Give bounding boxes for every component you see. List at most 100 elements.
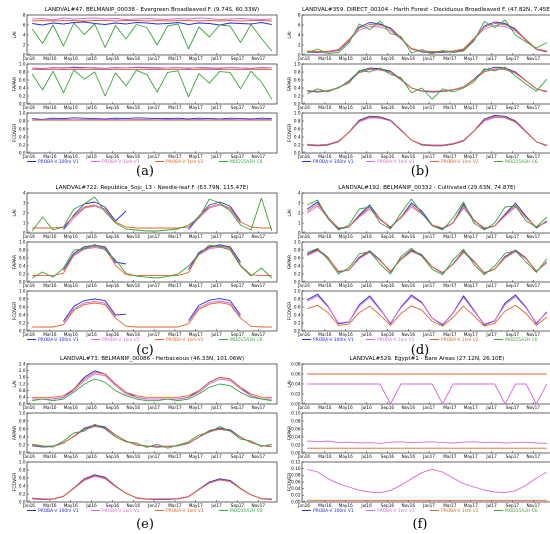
y-tick-label: 0.2 — [19, 271, 26, 276]
y-tick-label: 0.8 — [294, 69, 301, 74]
x-tick-label: Jul16 — [360, 332, 372, 337]
y-tick-label: 0.0 — [294, 101, 301, 106]
series-line-mod15a2h-c6 — [307, 247, 548, 276]
x-tick-label: Jul17 — [210, 105, 222, 110]
x-tick-label: Sep17 — [231, 503, 245, 508]
chart-title: LANDVAL#359. DIRECT_00104 - Harth Forest… — [302, 7, 550, 13]
y-tick-label: 0.6 — [19, 426, 26, 431]
x-tick-label: Nov16 — [401, 332, 415, 337]
legend-label: PROBA-V 300m V1 — [38, 159, 79, 165]
x-tick-label: Jan16 — [297, 234, 310, 239]
y-tick-label: 0.4 — [294, 85, 301, 90]
x-tick-label: Jul17 — [485, 234, 497, 239]
series-line-proba-v-1km-v1 — [307, 468, 548, 494]
x-tick-label: Jan17 — [422, 56, 435, 61]
y-tick-label: 0.04 — [291, 434, 301, 439]
x-tick-label: Nov16 — [126, 105, 140, 110]
x-tick-label: Mar17 — [443, 56, 457, 61]
x-tick-label: May16 — [339, 105, 353, 110]
y-axis-label: FCOVER — [287, 123, 293, 142]
x-tick-label: Jul16 — [360, 154, 372, 159]
series-line-mod15a2h-c6 — [31, 196, 273, 232]
y-tick-label: 2 — [23, 42, 26, 47]
x-tick-label: May17 — [189, 405, 203, 410]
x-tick-label: Sep17 — [231, 332, 245, 337]
series-line-proba-v-1km-v2 — [307, 304, 548, 327]
x-tick-label: Jul17 — [210, 154, 222, 159]
y-tick-label: 0.12 — [291, 459, 301, 464]
x-tick-label: Jan17 — [147, 503, 160, 508]
y-tick-label: 0.2 — [19, 93, 26, 98]
series-line-mod15a2h-c6 — [307, 198, 548, 231]
series-line-proba-v-1km-v2 — [307, 23, 547, 52]
x-tick-label: Nov16 — [401, 283, 415, 288]
y-tick-label: 2.0 — [19, 368, 26, 373]
series-line-proba-v-1km-v2 — [32, 245, 272, 277]
y-tick-label: 0.04 — [291, 381, 301, 386]
y-tick-label: 0.0 — [19, 150, 26, 155]
panel-frame — [26, 290, 278, 332]
x-tick-label: Nov17 — [251, 283, 265, 288]
y-tick-label: 0.10 — [291, 410, 301, 415]
y-tick-label: 0.6 — [19, 77, 26, 82]
y-tick-label: 0 — [298, 52, 301, 57]
x-tick-label: Jul17 — [210, 332, 222, 337]
x-tick-label: Sep16 — [106, 454, 120, 459]
x-tick-label: Jul16 — [85, 56, 97, 61]
y-tick-label: 0.2 — [19, 491, 26, 496]
y-tick-label: 1 — [23, 220, 26, 225]
x-tick-label: Mar16 — [318, 56, 332, 61]
y-tick-label: 0.2 — [294, 142, 301, 147]
legend-label: PROBA-V 300m V1 — [313, 337, 354, 343]
x-tick-label: Jan16 — [22, 234, 35, 239]
x-tick-label: Sep16 — [106, 56, 120, 61]
y-tick-label: 0.4 — [294, 263, 301, 268]
x-tick-label: Nov17 — [251, 105, 265, 110]
x-tick-label: Sep16 — [106, 154, 120, 159]
x-tick-label: Mar16 — [43, 332, 57, 337]
x-tick-label: May16 — [339, 56, 353, 61]
x-tick-label: May16 — [339, 283, 353, 288]
x-tick-label: Mar17 — [443, 283, 457, 288]
x-tick-label: Sep17 — [506, 503, 520, 508]
x-tick-label: Jan17 — [147, 154, 160, 159]
x-tick-label: May16 — [64, 105, 78, 110]
x-tick-label: Jul17 — [485, 503, 497, 508]
y-tick-label: 1.0 — [19, 459, 26, 464]
series-line-proba-v-300m-v1 — [32, 21, 272, 26]
x-tick-label: Jul16 — [360, 56, 372, 61]
x-tick-label: May16 — [64, 283, 78, 288]
panel-lai: LAI 0 2 4 6 8 Jan16 Mar16 May16 Jul16 Sep16 Nov16 Ja… — [287, 12, 550, 61]
x-tick-label: May17 — [464, 332, 478, 337]
legend-label: PROBA-V 1km V1 — [377, 159, 415, 165]
x-tick-label: Mar17 — [168, 234, 182, 239]
panel-lai: LAI 0 2 4 6 8 Jan16 Mar16 May16 Jul16 Sep16 Nov16 Ja… — [12, 12, 278, 61]
x-tick-label: Sep16 — [106, 234, 120, 239]
series-line-mod15a2h-c6 — [307, 19, 548, 55]
x-tick-label: Jan17 — [147, 332, 160, 337]
x-tick-label: Mar16 — [318, 283, 332, 288]
y-axis-label: FAPAR — [287, 76, 293, 91]
y-tick-label: 0.6 — [19, 255, 26, 260]
x-tick-label: May16 — [64, 154, 78, 159]
x-tick-label: Sep16 — [381, 283, 395, 288]
series-line-proba-v-1km-v1 — [32, 67, 272, 69]
x-tick-label: Jan17 — [147, 234, 160, 239]
series-line-proba-v-1km-v2 — [307, 116, 547, 146]
x-tick-label: Jul16 — [360, 454, 372, 459]
series-line-proba-v-1km-v2 — [32, 425, 272, 448]
y-tick-label: 0.02 — [291, 493, 301, 498]
y-tick-label: 0.00 — [291, 450, 301, 455]
y-tick-label: 0.2 — [294, 271, 301, 276]
x-tick-label: Jul16 — [85, 283, 97, 288]
series-line-mod15a2h-c6 — [306, 66, 548, 100]
x-tick-label: May16 — [339, 454, 353, 459]
panel-fcover: FCOVER 0.0 0.2 0.4 0.6 0.8 1.0 Jan16 Mar16 May16 J… — [12, 288, 278, 337]
x-tick-label: Jan17 — [422, 503, 435, 508]
y-tick-label: 0.4 — [19, 395, 26, 400]
legend-label: MOD15A2H C6 — [505, 337, 538, 343]
y-tick-label: 0.2 — [294, 320, 301, 325]
x-tick-label: Jul17 — [485, 154, 497, 159]
y-axis-label: FCOVER — [287, 472, 293, 491]
x-tick-label: Jan16 — [22, 454, 35, 459]
